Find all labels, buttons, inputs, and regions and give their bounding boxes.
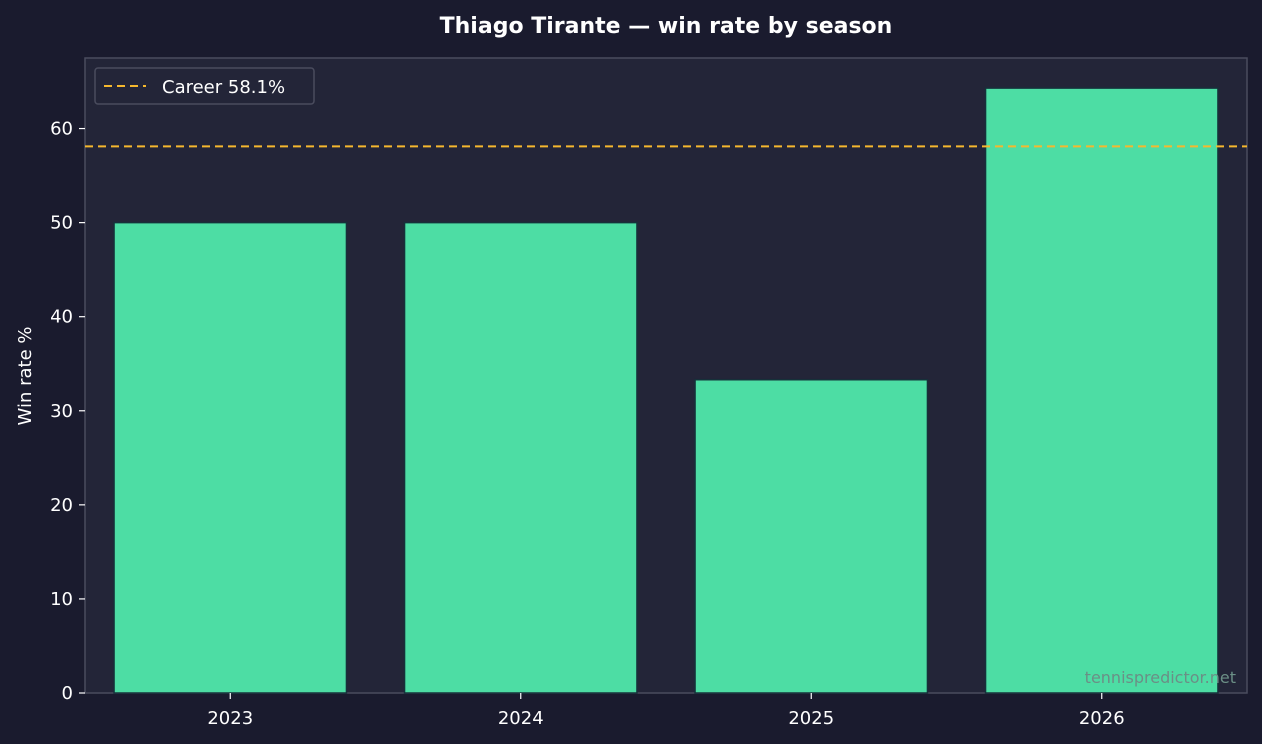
- chart-title: Thiago Tirante — win rate by season: [440, 14, 893, 39]
- bar-2025: [694, 378, 929, 694]
- bar-2023: [113, 221, 348, 694]
- bar-2026: [984, 87, 1219, 694]
- y-tick-label-40: 40: [50, 307, 73, 328]
- watermark: tennispredictor.net: [1085, 668, 1236, 687]
- y-tick-label-20: 20: [50, 495, 73, 516]
- y-tick-label-30: 30: [50, 401, 73, 422]
- legend: Career 58.1%: [94, 67, 315, 105]
- y-axis-label: Win rate %: [15, 327, 36, 426]
- legend-entry-career: Career 58.1%: [162, 77, 285, 98]
- y-tick-label-10: 10: [50, 589, 73, 610]
- y-tick-label-60: 60: [50, 119, 73, 140]
- legend-box: [94, 67, 315, 105]
- x-tick-label-2025: 2025: [788, 708, 834, 729]
- x-axis: 2023 2024 2025 2026: [207, 693, 1125, 729]
- bars-layer: [113, 87, 1219, 694]
- y-axis: 0 10 20 30 40 50 60: [50, 119, 85, 704]
- x-tick-label-2023: 2023: [207, 708, 253, 729]
- y-tick-label-0: 0: [62, 683, 73, 704]
- bar-2024: [403, 221, 638, 694]
- x-tick-label-2024: 2024: [498, 708, 544, 729]
- x-tick-label-2026: 2026: [1079, 708, 1125, 729]
- y-tick-label-50: 50: [50, 213, 73, 234]
